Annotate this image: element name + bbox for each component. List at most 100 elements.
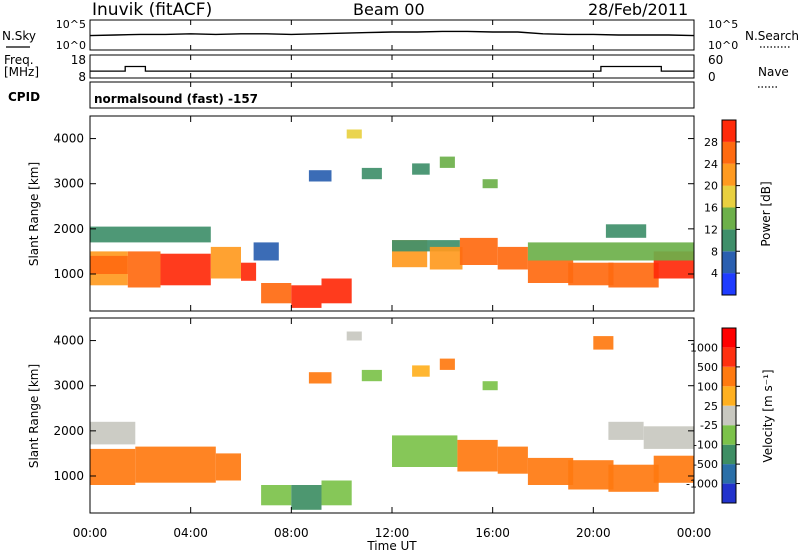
noise-right-tick-bottom: 10^0 [708,39,738,52]
velocity-colorbar-label: Velocity [m s⁻¹] [761,369,775,462]
beam-title: Beam 00 [353,0,425,19]
power-cell-17 [568,262,614,286]
velocity-panel: 1000 2000 3000 4000 Slant Range [km] 1000 50… [27,317,775,514]
power-ytick-label-0: 1000 [53,267,84,281]
velocity-colorbar-seg-4 [722,405,736,426]
velocity-colorbar-label-1: 500 [697,361,718,374]
power-colorbar: 4 8 12 16 20 24 28 [704,119,740,296]
velocity-cell-3 [215,453,241,481]
power-colorbar-seg-2 [722,229,736,252]
power-colorbar-label-5: 24 [704,158,718,171]
velocity-cell-1 [90,421,136,445]
station-title: Inuvik (fitACF) [92,0,212,20]
velocity-cell-13 [653,455,694,483]
power-ytick-label-2: 3000 [53,177,84,191]
power-colorbar-label-3: 16 [704,202,718,215]
velocity-cell-8 [457,439,498,472]
power-colorbar-seg-4 [722,185,736,208]
velocity-cell-4 [261,485,292,506]
velocity-ylabel: Slant Range [km] [27,364,41,468]
power-colorbar-seg-6 [722,141,736,164]
power-panel: 1000 2000 3000 4000 Slant Range [km] 4 8 12 16… [27,115,773,312]
noise-left-tick-bottom: 10^0 [56,39,86,52]
time-axis: 00:00 04:00 08:00 12:00 16:00 20:00 00:00 [73,20,712,540]
velocity-cell-19 [412,365,430,377]
power-colorbar-label-6: 28 [704,136,718,149]
velocity-ytick-label-0: 1000 [53,469,84,483]
velocity-cell-17 [346,331,362,341]
noise-left-tick-top: 10^5 [56,18,86,31]
velocity-colorbar-seg-8 [722,328,736,348]
velocity-cell-15 [608,421,644,440]
velocity-heatmap [90,331,694,510]
time-tick-label-3: 12:00 [375,526,410,540]
velocity-cell-6 [321,480,352,506]
velocity-cell-0 [90,448,136,485]
power-axes: 1000 2000 3000 4000 [53,132,694,281]
power-heatmap [90,129,694,308]
cpid-label: CPID [8,90,40,104]
velocity-colorbar-label-0: 1000 [690,341,718,354]
velocity-ytick-label-2: 3000 [53,379,84,393]
freq-right-tick-bottom: 0 [708,70,716,84]
velocity-colorbar-label-6: -500 [693,458,718,471]
freq-trace [90,65,694,72]
velocity-colorbar-seg-2 [722,444,736,465]
velocity-cell-22 [593,336,614,350]
velocity-colorbar-frame [721,327,737,504]
time-tick-label-1: 04:00 [173,526,208,540]
power-cell-18 [608,262,659,288]
power-cell-24 [412,163,430,175]
power-cell-22 [346,129,362,139]
velocity-axes: 1000 2000 3000 4000 [53,334,694,483]
velocity-colorbar-seg-0 [722,483,736,503]
power-cell-9 [321,278,352,304]
velocity-cell-21 [482,381,498,391]
time-tick-label-6: 00:00 [677,526,712,540]
power-cell-20 [527,242,694,261]
power-cell-3 [160,253,211,286]
power-cell-26 [482,179,498,189]
velocity-cell-7 [392,435,458,467]
power-cell-15 [497,246,528,270]
power-cell-1 [90,255,128,274]
velocity-colorbar-seg-7 [722,347,736,367]
power-cell-2 [127,251,161,288]
noise-panel: N.Sky 10^5 10^0 10^5 10^0 N.Search [2,18,799,52]
freq-left-tick-top: 18 [71,53,86,67]
power-colorbar-seg-7 [722,120,736,142]
power-colorbar-label: Power [dB] [759,181,773,246]
power-cell-23 [361,167,382,180]
time-tick-label-4: 16:00 [475,526,510,540]
velocity-cell-11 [568,460,614,490]
power-colorbar-label-1: 8 [711,245,718,258]
freq-right-label: Nave [758,65,789,79]
velocity-colorbar-seg-5 [722,386,736,406]
power-cell-27 [605,224,647,238]
time-tick-label-5: 20:00 [576,526,611,540]
freq-left-tick-bottom: 8 [78,70,86,84]
power-cell-14 [459,237,498,265]
velocity-colorbar-label-7: -1000 [686,478,718,491]
power-colorbar-label-2: 12 [704,223,718,236]
velocity-cell-2 [135,446,216,483]
velocity-colorbar-seg-6 [722,366,736,387]
power-cell-16 [527,260,574,283]
noise-sky-line [89,30,695,37]
velocity-colorbar-label-2: 100 [697,380,718,393]
cpid-value: normalsound (fast) -157 [94,92,258,106]
power-cell-13 [429,246,463,270]
power-cell-7 [261,283,292,304]
velocity-ytick-label-1: 2000 [53,424,84,438]
power-colorbar-seg-3 [722,207,736,230]
power-ytick-label-1: 2000 [53,222,84,236]
freq-line [90,65,694,72]
power-cell-5 [90,226,211,243]
velocity-cell-20 [439,358,455,370]
power-cell-4 [210,246,241,279]
velocity-cell-16 [308,372,332,384]
velocity-ytick-label-3: 4000 [53,334,84,348]
power-colorbar-seg-1 [722,251,736,274]
velocity-colorbar-label-3: 25 [704,400,718,413]
